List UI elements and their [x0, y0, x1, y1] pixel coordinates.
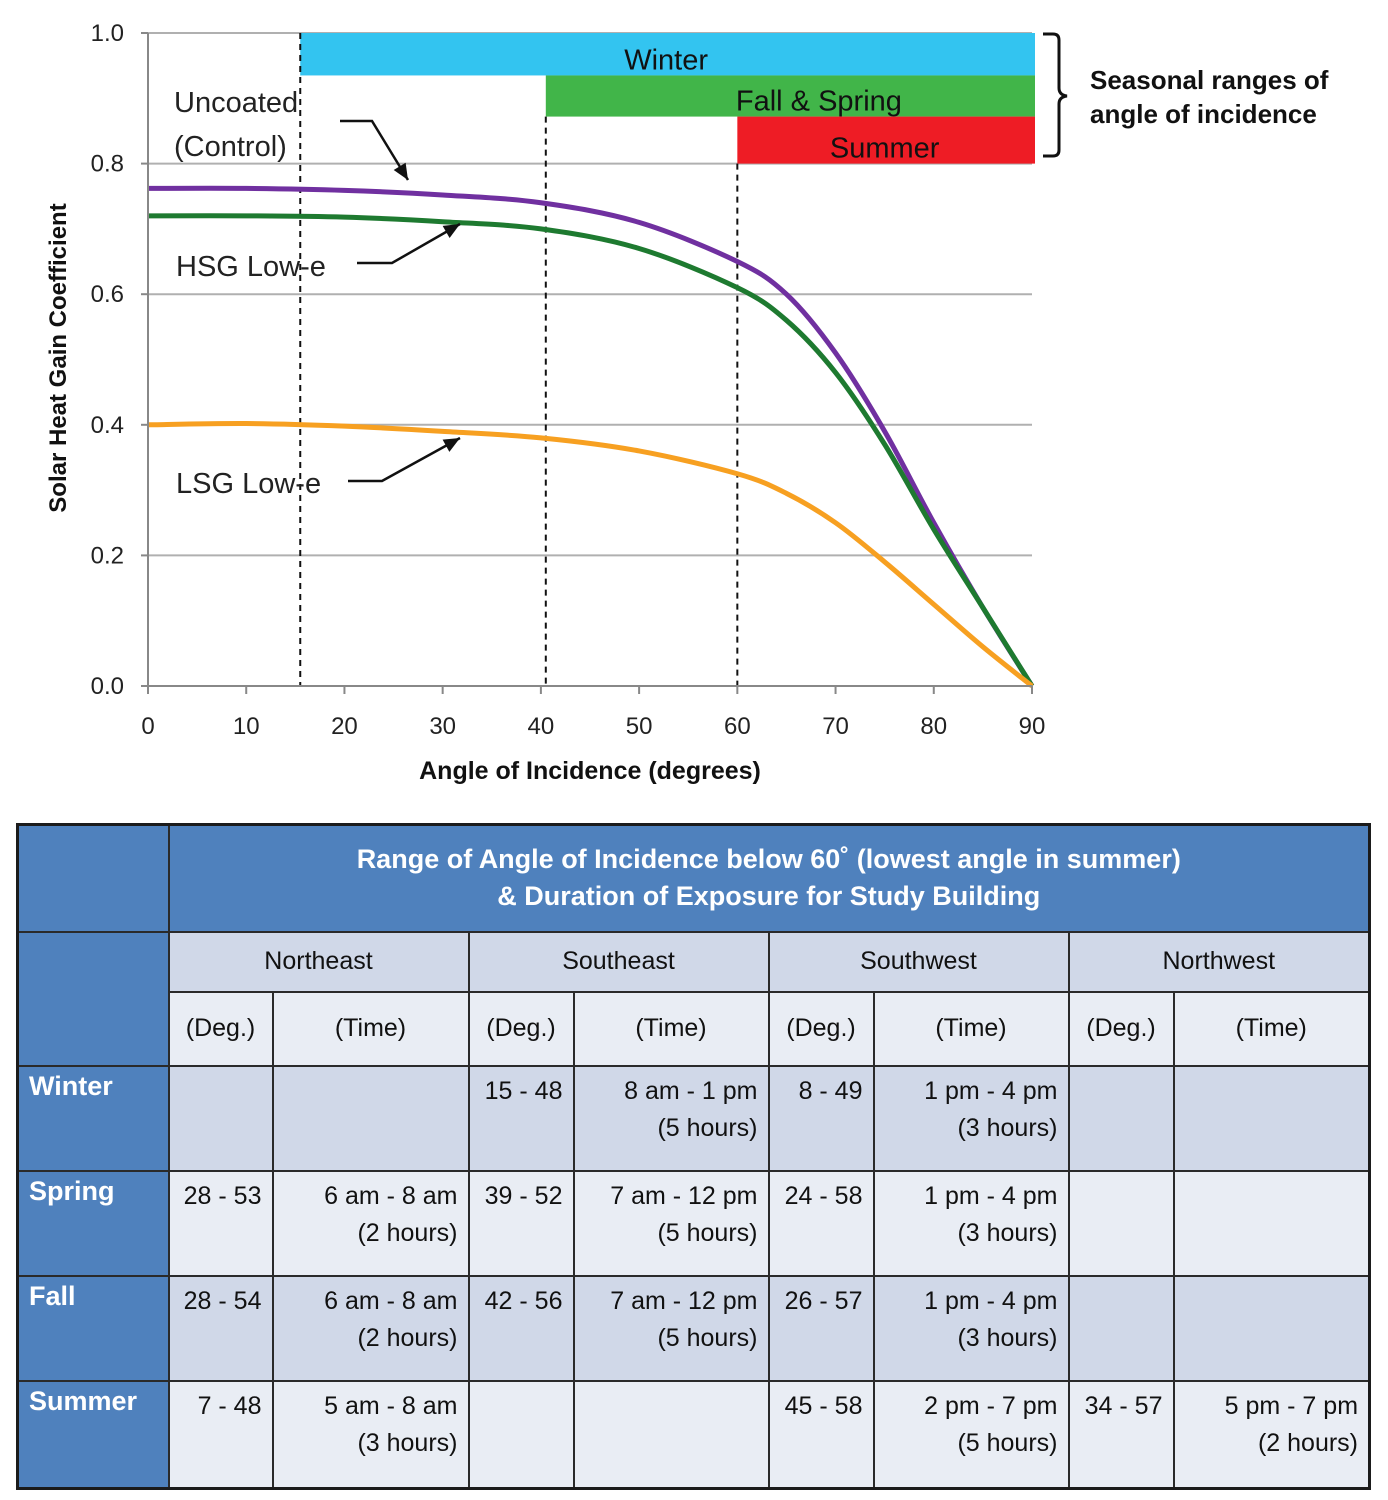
deg-cell: 24 - 58 — [767, 1169, 875, 1277]
sghc-chart: Winter Fall & Spring Summer 0.0 0.2 0.4 0.6 0.… — [45, 20, 1329, 785]
direction-header: Southeast — [467, 930, 770, 993]
series-label: (Control) — [174, 131, 287, 163]
deg-cell: 7 - 48 — [167, 1379, 274, 1490]
deg-cell: 8 - 49 — [767, 1064, 875, 1172]
series-label: HSG Low-e — [176, 251, 326, 283]
deg-subheader: (Deg.) — [767, 990, 875, 1067]
exposure-table: Range of Angle of Incidence below 60˚ (l… — [16, 823, 1372, 1490]
y-tick-label: 0.4 — [91, 412, 124, 439]
season-row-header: Summer — [16, 1379, 170, 1490]
table-title: Range of Angle of Incidence below 60˚ (l… — [167, 823, 1371, 933]
time-cell: 7 am - 12 pm (5 hours) — [572, 1169, 770, 1277]
arrowhead-icon — [442, 438, 460, 452]
corner-cell — [16, 823, 170, 933]
table-row: Summer 7 - 48 5 am - 8 am (3 hours) 45 - 58 2… — [16, 1379, 1371, 1490]
y-tick-label: 1.0 — [91, 20, 124, 47]
season-row-header: Fall — [16, 1274, 170, 1382]
bracket-icon — [1043, 32, 1068, 158]
arrow-icon — [340, 119, 410, 181]
x-tick-label: 20 — [331, 713, 358, 740]
x-tick-label: 50 — [626, 713, 653, 740]
time-subheader: (Time) — [572, 990, 770, 1067]
deg-cell — [1067, 1274, 1175, 1382]
arrowhead-icon — [442, 224, 460, 239]
corner-cell — [16, 930, 170, 1067]
direction-header: Northeast — [167, 930, 470, 993]
table-row: Fall 28 - 54 6 am - 8 am (2 hours) 42 - 56 7 … — [16, 1274, 1371, 1382]
y-tick-label: 0.8 — [91, 151, 124, 178]
x-tick-label: 70 — [822, 713, 849, 740]
season-row-header: Winter — [16, 1064, 170, 1172]
deg-cell: 39 - 52 — [467, 1169, 575, 1277]
deg-cell: 42 - 56 — [467, 1274, 575, 1382]
time-subheader: (Time) — [271, 990, 470, 1067]
x-axis-label: Angle of Incidence (degrees) — [419, 757, 761, 785]
x-tick-label: 60 — [724, 713, 751, 740]
deg-cell — [1067, 1064, 1175, 1172]
deg-cell — [1067, 1169, 1175, 1277]
table-row: Spring 28 - 53 6 am - 8 am (2 hours) 39 - 52… — [16, 1169, 1371, 1277]
time-subheader: (Time) — [872, 990, 1070, 1067]
y-tick-label: 0.0 — [91, 673, 124, 700]
y-tick-label: 0.2 — [91, 542, 124, 569]
time-cell: 7 am - 12 pm (5 hours) — [572, 1274, 770, 1382]
series-label: Uncoated — [174, 87, 298, 119]
table-row: Winter 15 - 48 8 am - 1 pm (5 hours) 8 - 49 1… — [16, 1064, 1371, 1172]
x-tick-label: 80 — [920, 713, 947, 740]
deg-cell: 28 - 54 — [167, 1274, 274, 1382]
x-tick-label: 10 — [233, 713, 260, 740]
series-line-uncoated-control- — [147, 185, 1035, 688]
time-cell: 8 am - 1 pm (5 hours) — [572, 1064, 770, 1172]
direction-header: Southwest — [767, 930, 1070, 993]
season-band-label: Summer — [830, 133, 940, 165]
deg-cell: 15 - 48 — [467, 1064, 575, 1172]
bracket-annotation-line-1: Seasonal ranges of — [1090, 65, 1329, 95]
time-cell: 1 pm - 4 pm (3 hours) — [872, 1064, 1070, 1172]
season-row-header: Spring — [16, 1169, 170, 1277]
series-line-lsg-low-e — [147, 420, 1034, 688]
time-subheader: (Time) — [1172, 990, 1371, 1067]
arrowhead-icon — [393, 162, 408, 180]
deg-cell: 26 - 57 — [767, 1274, 875, 1382]
time-cell: 1 pm - 4 pm (3 hours) — [872, 1169, 1070, 1277]
deg-cell: 28 - 53 — [167, 1169, 274, 1277]
deg-cell: 45 - 58 — [767, 1379, 875, 1490]
time-cell: 2 pm - 7 pm (5 hours) — [872, 1379, 1070, 1490]
time-cell: 6 am - 8 am (2 hours) — [271, 1274, 470, 1382]
deg-cell — [467, 1379, 575, 1490]
season-band-summer — [737, 116, 1035, 164]
deg-cell — [167, 1064, 274, 1172]
x-tick-label: 40 — [528, 713, 555, 740]
direction-header: Northwest — [1067, 930, 1371, 993]
table-title-line: & Duration of Exposure for Study Buildin… — [497, 881, 1041, 912]
time-cell — [1172, 1064, 1371, 1172]
series-line-hsg-low-e — [147, 213, 1035, 688]
time-cell — [572, 1379, 770, 1490]
time-cell: 1 pm - 4 pm (3 hours) — [872, 1274, 1070, 1382]
y-tick-label: 0.6 — [91, 281, 124, 308]
time-cell — [1172, 1274, 1371, 1382]
deg-subheader: (Deg.) — [1067, 990, 1175, 1067]
time-cell: 6 am - 8 am (2 hours) — [271, 1169, 470, 1277]
time-cell — [271, 1064, 470, 1172]
season-band-label: Fall & Spring — [736, 86, 902, 118]
season-band-winter — [300, 33, 1035, 76]
x-tick-label: 30 — [429, 713, 456, 740]
season-band-fall-spring — [545, 75, 1035, 117]
arrow-icon — [357, 222, 461, 265]
x-tick-label: 90 — [1019, 713, 1046, 740]
bracket-annotation-line-2: angle of incidence — [1090, 99, 1317, 129]
x-tick-label: 0 — [141, 713, 154, 740]
arrow-icon — [348, 436, 461, 483]
series-label: LSG Low-e — [176, 468, 321, 500]
season-band-label: Winter — [624, 44, 708, 76]
deg-cell: 34 - 57 — [1067, 1379, 1175, 1490]
time-cell: 5 pm - 7 pm (2 hours) — [1172, 1379, 1371, 1490]
table-title-line: Range of Angle of Incidence below 60˚ (l… — [356, 844, 1181, 875]
deg-subheader: (Deg.) — [467, 990, 575, 1067]
deg-subheader: (Deg.) — [167, 990, 274, 1067]
time-cell: 5 am - 8 am (3 hours) — [271, 1379, 470, 1490]
y-axis-label: Solar Heat Gain Coefficient — [45, 203, 72, 512]
time-cell — [1172, 1169, 1371, 1277]
